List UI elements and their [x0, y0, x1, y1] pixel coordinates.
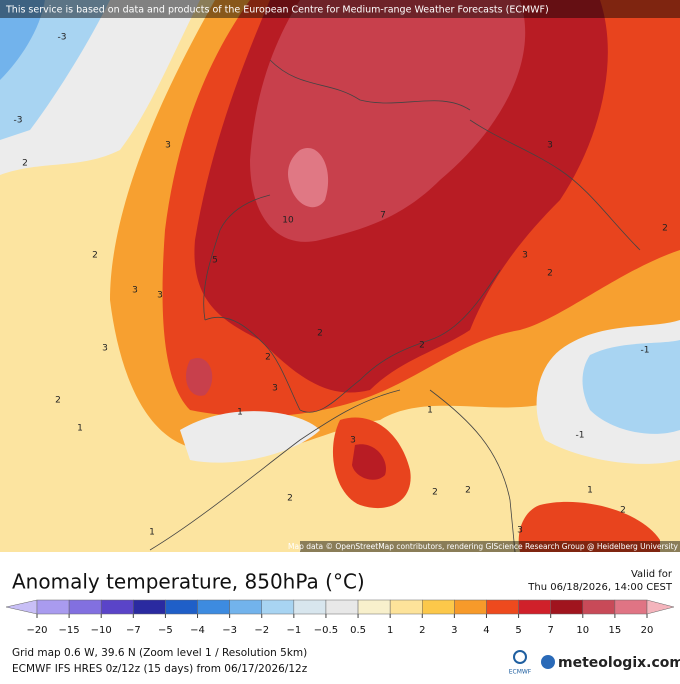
colorbar-segment: [326, 600, 358, 614]
contour-label: 2: [432, 488, 438, 498]
contour-label: 3: [157, 291, 163, 301]
colorbar-segment: [454, 600, 486, 614]
brand: meteologix.com: [558, 655, 680, 671]
contour-label: 1: [587, 486, 593, 496]
contour-label: 7: [380, 211, 386, 221]
colorbar-segment: [101, 600, 133, 614]
valid-label: Valid for: [631, 569, 673, 580]
contour-label: 3: [547, 141, 553, 151]
colorbar-segment: [37, 600, 69, 614]
colorbar-label: 1: [387, 625, 393, 636]
contour-label: 3: [132, 286, 138, 296]
colorbar-label: 10: [576, 625, 589, 636]
colorbar-segment: [262, 600, 294, 614]
ecmwf-icon: [514, 651, 526, 663]
colorbar-segment: [390, 600, 422, 614]
contour-label: 3: [522, 251, 528, 261]
contour-label: -3: [58, 33, 67, 43]
contour-label: 2: [287, 494, 293, 504]
colorbar-label: 2: [419, 625, 425, 636]
colorbar-segment: [615, 600, 647, 614]
valid-time: Thu 06/18/2026, 14:00 CEST: [527, 582, 673, 593]
colorbar-segment: [551, 600, 583, 614]
colorbar: −20 −15 −10 −7 −5 −4 −3 −2 −1 −0.5 0.5 1 2 3 4 5 7 10 15 20: [6, 600, 674, 636]
contour-label: 5: [212, 256, 218, 266]
colorbar-end: [647, 600, 674, 614]
legend-title: Anomaly temperature, 850hPa (°C): [12, 570, 365, 594]
colorbar-label: 7: [547, 625, 553, 636]
colorbar-label: −4: [190, 625, 205, 636]
colorbar-label: −1: [286, 625, 301, 636]
contour-label: 3: [517, 526, 523, 536]
colorbar-segment: [422, 600, 454, 614]
colorbar-segment: [486, 600, 518, 614]
colorbar-segment: [583, 600, 615, 614]
colorbar-label: −5: [158, 625, 173, 636]
contour-label: 2: [547, 269, 553, 279]
colorbar-label: 0.5: [350, 625, 366, 636]
contour-label: 3: [102, 344, 108, 354]
colorbar-label: 4: [483, 625, 489, 636]
contour-label: -1: [641, 346, 650, 356]
contour-label: 2: [22, 159, 28, 169]
colorbar-label: −3: [222, 625, 237, 636]
colorbar-segment: [165, 600, 197, 614]
colorbar-label: 5: [515, 625, 521, 636]
colorbar-label: −7: [126, 625, 141, 636]
colorbar-segment: [69, 600, 101, 614]
contour-label: 2: [265, 353, 271, 363]
map: -3 -3 3 2 2 3 3 3 2 1 1 10 7 3 3 2 2 2 2 3 1 3 2 2 2 1 -1 -1 2 1 2 3 5 T…: [0, 0, 680, 552]
colorbar-label: 20: [641, 625, 654, 636]
colorbar-label: −0.5: [314, 625, 338, 636]
ecmwf-logo: ECMWF: [509, 669, 532, 676]
brand-icon: [541, 655, 555, 669]
colorbar-label: 15: [609, 625, 622, 636]
colorbar-label: −2: [254, 625, 269, 636]
contour-label: 2: [465, 486, 471, 496]
contour-label: 1: [427, 406, 433, 416]
contour-label: 1: [149, 528, 155, 538]
contour-label: 2: [620, 506, 626, 516]
contour-label: 2: [662, 224, 668, 234]
contour-label: 3: [165, 141, 171, 151]
colorbar-segment: [294, 600, 326, 614]
contour-label: 3: [272, 384, 278, 394]
contour-label: 1: [77, 424, 83, 434]
colorbar-segment: [519, 600, 551, 614]
colorbar-label: 3: [451, 625, 457, 636]
colorbar-label: −15: [59, 625, 80, 636]
colorbar-segment: [133, 600, 165, 614]
contour-label: 2: [92, 251, 98, 261]
attribution: Map data © OpenStreetMap contributors, r…: [288, 542, 679, 551]
contour-label: 1: [237, 408, 243, 418]
contour-label: -3: [14, 116, 23, 126]
contour-label: -1: [576, 431, 585, 441]
colorbar-segment: [230, 600, 262, 614]
contour-label: 2: [55, 396, 61, 406]
contour-label: 2: [317, 329, 323, 339]
colorbar-label: −10: [91, 625, 112, 636]
notice: This service is based on data and produc…: [5, 5, 549, 16]
grid-info: Grid map 0.6 W, 39.6 N (Zoom level 1 / R…: [12, 647, 307, 659]
contour-label: 2: [419, 341, 425, 351]
model-info: ECMWF IFS HRES 0z/12z (15 days) from 06/…: [12, 663, 308, 675]
contour-label: 10: [282, 216, 294, 226]
colorbar-segment: [198, 600, 230, 614]
colorbar-end: [6, 600, 37, 614]
colorbar-segment: [358, 600, 390, 614]
colorbar-label: −20: [26, 625, 47, 636]
contour-label: 3: [350, 436, 356, 446]
